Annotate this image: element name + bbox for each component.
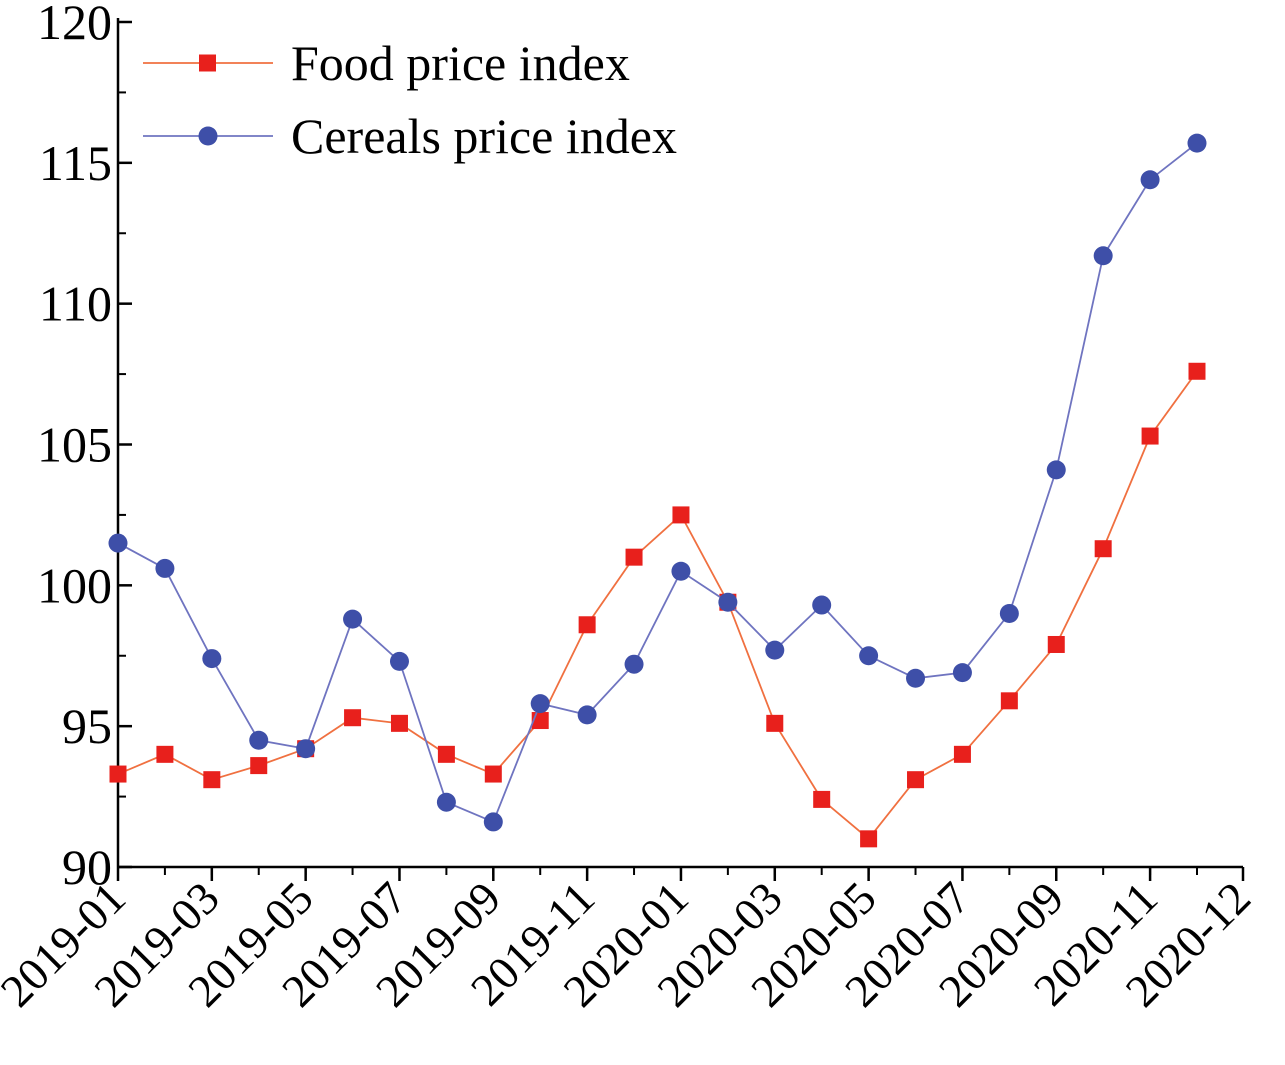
data-point-square — [484, 765, 502, 783]
data-point-square — [156, 745, 174, 763]
data-point-square — [766, 714, 784, 732]
data-point-circle — [343, 609, 363, 629]
data-point-circle — [952, 663, 972, 683]
legend-label: Food price index — [291, 35, 630, 91]
data-point-square — [1141, 427, 1159, 445]
legend-label: Cereals price index — [291, 108, 677, 164]
data-point-circle — [108, 533, 128, 553]
data-point-square — [203, 771, 221, 789]
data-point-circle — [296, 739, 316, 759]
data-point-circle — [483, 812, 503, 832]
data-point-square — [953, 745, 971, 763]
data-point-circle — [530, 694, 550, 714]
data-point-circle — [718, 592, 738, 612]
data-point-circle — [202, 649, 222, 669]
data-point-square — [625, 548, 643, 566]
data-point-square — [578, 616, 596, 634]
data-point-square — [672, 506, 690, 524]
series-food — [109, 362, 1206, 848]
data-point-square — [1188, 362, 1206, 380]
data-point-square — [1094, 540, 1112, 558]
data-point-circle — [765, 640, 785, 660]
data-point-circle — [436, 792, 456, 812]
data-point-circle — [155, 558, 175, 578]
y-tick-label: 110 — [39, 276, 112, 332]
data-point-circle — [577, 705, 597, 725]
data-point-square — [1047, 635, 1065, 653]
data-point-square — [437, 745, 455, 763]
y-tick-label: 95 — [62, 698, 112, 754]
data-point-square — [907, 771, 925, 789]
data-point-circle — [1046, 460, 1066, 480]
y-tick-label: 105 — [37, 417, 112, 473]
series-line — [117, 370, 1198, 841]
series-line — [117, 142, 1198, 824]
data-point-circle — [249, 730, 269, 750]
data-point-circle — [859, 646, 879, 666]
legend-marker-circle — [198, 126, 218, 146]
series-layer — [108, 133, 1207, 848]
data-point-circle — [906, 668, 926, 688]
data-point-circle — [1140, 170, 1160, 190]
y-tick-label: 120 — [37, 0, 112, 50]
data-point-square — [1000, 692, 1018, 710]
data-point-square — [250, 757, 268, 775]
data-point-square — [813, 790, 831, 808]
data-point-circle — [812, 595, 832, 615]
y-tick-label: 115 — [39, 135, 112, 191]
data-point-circle — [1093, 246, 1113, 266]
series-cereals — [108, 133, 1207, 832]
y-tick-label: 90 — [62, 839, 112, 895]
data-point-square — [860, 830, 878, 848]
data-point-square — [390, 714, 408, 732]
data-point-circle — [1187, 133, 1207, 153]
data-point-circle — [624, 654, 644, 674]
data-point-circle — [999, 604, 1019, 623]
data-point-circle — [671, 561, 691, 581]
legend-marker-square — [199, 54, 216, 72]
y-tick-label: 100 — [37, 557, 112, 613]
data-point-circle — [389, 651, 409, 671]
legend: Food price index Cereals price index — [143, 35, 677, 164]
data-point-square — [344, 709, 362, 727]
data-point-square — [109, 765, 127, 783]
